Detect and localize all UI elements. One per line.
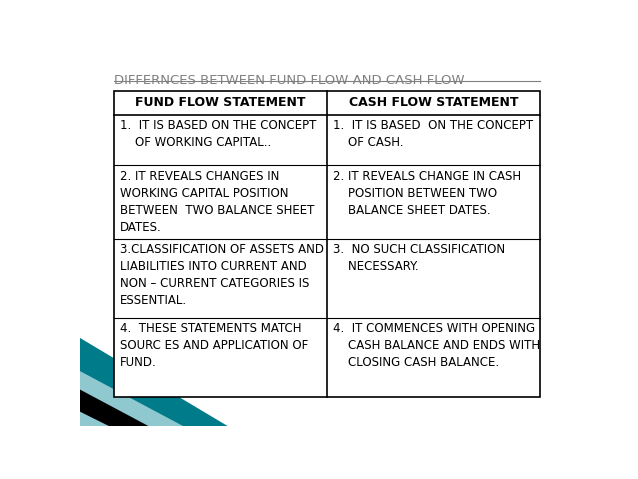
Text: 4.  THESE STATEMENTS MATCH
SOURC ES AND APPLICATION OF
FUND.: 4. THESE STATEMENTS MATCH SOURC ES AND A…	[121, 322, 309, 369]
Polygon shape	[80, 389, 149, 426]
Text: DIFFERNCES BETWEEN FUND FLOW AND CASH FLOW: DIFFERNCES BETWEEN FUND FLOW AND CASH FL…	[114, 74, 465, 87]
Polygon shape	[80, 338, 228, 426]
Text: 1.  IT IS BASED ON THE CONCEPT
    OF WORKING CAPITAL..: 1. IT IS BASED ON THE CONCEPT OF WORKING…	[121, 119, 316, 149]
Text: 3.  NO SUCH CLASSIFICATION
    NECESSARY.: 3. NO SUCH CLASSIFICATION NECESSARY.	[333, 243, 505, 273]
Text: 4.  IT COMMENCES WITH OPENING
    CASH BALANCE AND ENDS WITH
    CLOSING CASH BA: 4. IT COMMENCES WITH OPENING CASH BALANC…	[333, 322, 540, 369]
Polygon shape	[80, 371, 184, 426]
Text: 1.  IT IS BASED  ON THE CONCEPT
    OF CASH.: 1. IT IS BASED ON THE CONCEPT OF CASH.	[333, 119, 533, 149]
Text: FUND FLOW STATEMENT: FUND FLOW STATEMENT	[135, 96, 306, 109]
Text: 2. IT REVEALS CHANGE IN CASH
    POSITION BETWEEN TWO
    BALANCE SHEET DATES.: 2. IT REVEALS CHANGE IN CASH POSITION BE…	[333, 170, 521, 217]
Text: 2. IT REVEALS CHANGES IN
WORKING CAPITAL POSITION
BETWEEN  TWO BALANCE SHEET
DAT: 2. IT REVEALS CHANGES IN WORKING CAPITAL…	[121, 170, 315, 234]
Text: 3.CLASSIFICATION OF ASSETS AND
LIABILITIES INTO CURRENT AND
NON – CURRENT CATEGO: 3.CLASSIFICATION OF ASSETS AND LIABILITI…	[121, 243, 324, 307]
Bar	[114, 91, 540, 397]
Text: CASH FLOW STATEMENT: CASH FLOW STATEMENT	[348, 96, 518, 109]
